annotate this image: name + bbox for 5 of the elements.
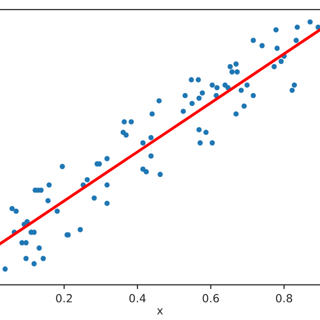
x-tick-label: 0.4	[129, 294, 146, 302]
x-axis-title: x	[157, 308, 163, 314]
x-tick-label: 0.8	[276, 294, 292, 302]
x-tick-label: 0.2	[56, 294, 72, 302]
x-tick-label: 0.6	[202, 294, 219, 302]
